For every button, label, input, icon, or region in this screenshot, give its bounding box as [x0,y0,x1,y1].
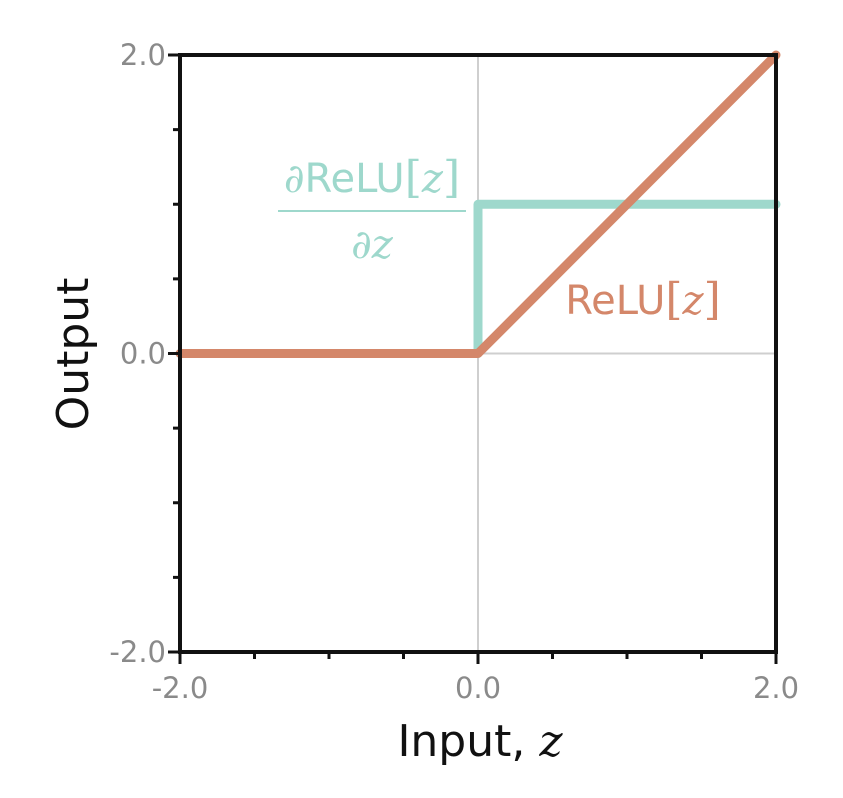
y-tick-label: 0.0 [120,337,166,371]
x-tick-label: -2.0 [152,671,209,705]
derivative-label-denominator: ∂z [351,222,394,268]
x-axis-title: Input, z [397,716,563,767]
relu-series-line [175,50,781,358]
tick-layer: -2.0 0.0 2.0 -2.0 0.0 2.0 [109,38,799,705]
y-tick-label: 2.0 [120,38,166,72]
relu-series-label: ReLU[z] [565,274,721,325]
y-tick-label: -2.0 [109,635,166,669]
series-layer [175,50,781,358]
derivative-label-numerator: ∂ReLU[z] [284,152,460,203]
x-tick-label: 0.0 [455,671,501,705]
y-axis-title: Output [48,278,99,431]
x-tick-label: 2.0 [753,671,799,705]
derivative-series-label: ∂ReLU[z] ∂z [278,152,466,268]
